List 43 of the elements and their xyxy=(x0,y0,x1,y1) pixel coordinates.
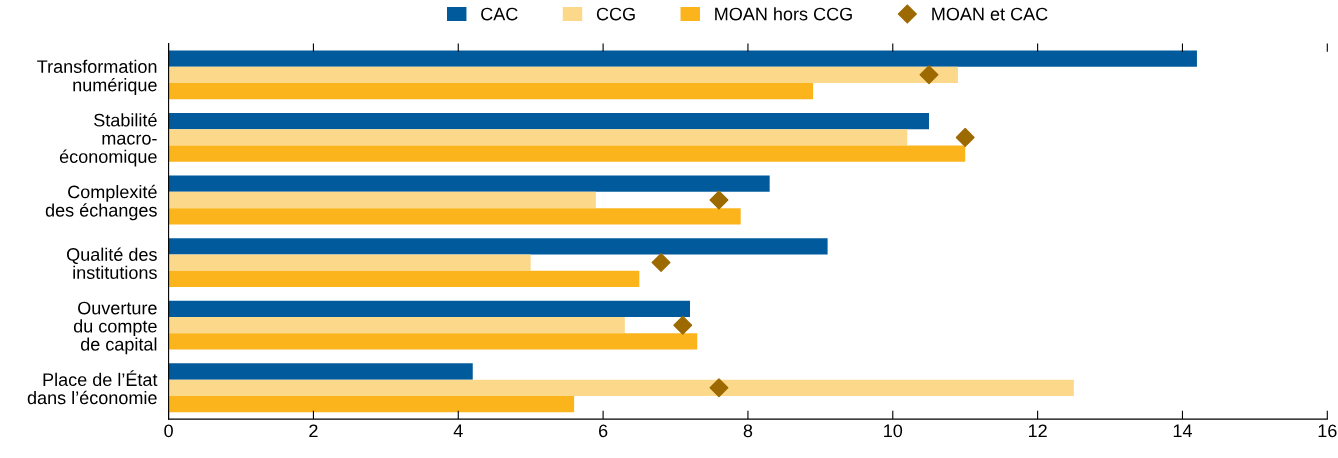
bar xyxy=(168,395,575,413)
legend-label: MOAN et CAC xyxy=(932,7,1048,21)
bar xyxy=(168,254,531,271)
point xyxy=(955,127,975,147)
bar xyxy=(168,191,596,209)
bar xyxy=(168,270,640,287)
bar xyxy=(168,363,473,380)
x-tick-label: 10 xyxy=(884,424,903,438)
x-tick-label: 8 xyxy=(743,424,753,438)
point xyxy=(709,378,729,398)
x-tick-label: 6 xyxy=(599,424,608,438)
point xyxy=(709,190,729,210)
bar xyxy=(168,379,1074,396)
bar xyxy=(168,50,1197,67)
bar xyxy=(168,333,698,350)
x-tick-label: 12 xyxy=(1028,424,1047,438)
bar xyxy=(168,175,770,192)
point xyxy=(919,65,939,85)
bar xyxy=(168,129,908,146)
y-tick-label: Qualité des institutions xyxy=(67,247,157,280)
x-tick-label: 0 xyxy=(164,424,173,438)
x-tick-label: 4 xyxy=(453,424,463,438)
bar xyxy=(168,66,958,83)
point xyxy=(651,253,671,273)
legend-label: MOAN hors CCG xyxy=(715,7,852,21)
bar xyxy=(168,82,814,100)
bar xyxy=(168,145,966,162)
bar xyxy=(168,238,828,255)
y-tick-label: Place de l’État dans l’économie xyxy=(27,370,158,405)
y-tick-label: Ouverture du compte de capital xyxy=(73,301,157,355)
bar xyxy=(168,112,929,130)
legend-label: CCG xyxy=(596,7,635,21)
bar xyxy=(168,300,691,318)
x-tick-label: 16 xyxy=(1318,424,1337,438)
legend-label: CAC xyxy=(481,7,518,21)
point xyxy=(673,315,693,335)
x-tick-label: 2 xyxy=(309,424,318,438)
y-tick-label: Stabilité macro- économique xyxy=(59,113,157,167)
x-tick-label: 14 xyxy=(1173,424,1192,438)
bar xyxy=(168,317,625,334)
bar xyxy=(168,208,741,225)
y-tick-label: Transformation numérique xyxy=(37,59,157,95)
y-tick-label: Complexité des échanges xyxy=(45,184,157,221)
